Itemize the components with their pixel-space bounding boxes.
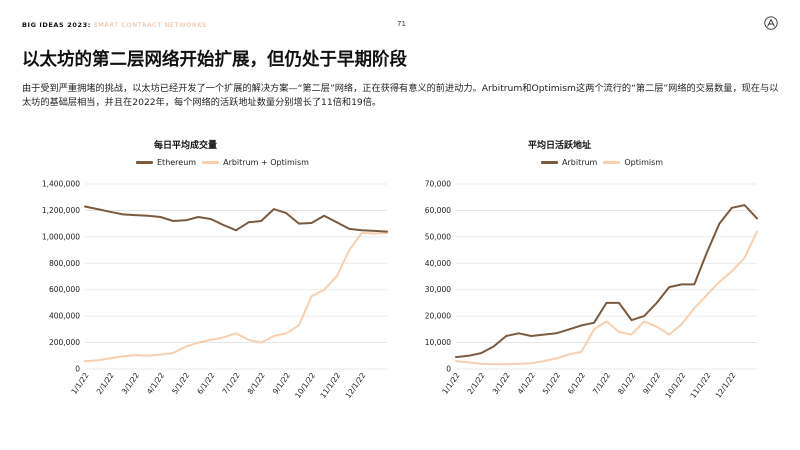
page-number: 71 (397, 20, 406, 28)
chart2-x-tick-label: 2/1/22 (466, 371, 487, 396)
chart2-legend: Arbitrum Optimism (541, 158, 663, 167)
chart1-x-tick-label: 6/1/22 (195, 371, 216, 396)
chart2-series-line (455, 204, 758, 359)
chart2-x-tick-label: 6/1/22 (566, 371, 587, 396)
legend-swatch-arbitrum (541, 161, 558, 164)
chart2-y-tick-label: 0 (446, 365, 451, 374)
chart2-title: 平均日活跃地址 (528, 141, 592, 151)
chart2-y-tick-label: 40,000 (425, 259, 451, 268)
chart2-x-tick-label: 1/1/22 (440, 371, 461, 396)
brand-text: BIG IDEAS 2023: (22, 21, 91, 29)
legend-label-arbitrum: Arbitrum (562, 158, 598, 167)
chart1-x-tick-label: 3/1/22 (120, 371, 141, 396)
chart2-y-tick-label: 50,000 (425, 232, 451, 241)
chart1-x-tick-label: 2/1/22 (95, 371, 116, 396)
chart2-x-tick-label: 9/1/22 (641, 371, 662, 396)
chart2-y-tick-label: 60,000 (425, 206, 451, 215)
chart1-x-tick-label: 1/1/22 (69, 371, 90, 396)
chart2-y-tick-label: 20,000 (425, 312, 451, 321)
chart2-y-tick-label: 30,000 (425, 285, 451, 294)
chart1-x-tick-label: 7/1/22 (220, 371, 241, 396)
legend-label-optimism: Optimism (624, 158, 664, 167)
chart1-x-tick-label: 12/1/22 (344, 371, 368, 400)
chart1-y-tick-label: 800,000 (49, 259, 80, 268)
chart2-x-tick-label: 5/1/22 (541, 371, 562, 396)
chart1-y-tick-label: 1,400,000 (42, 180, 80, 189)
chart1-y-tick-label: 0 (75, 365, 80, 374)
legend-label-arb-op: Arbitrum + Optimism (223, 158, 309, 167)
chart1-y-tick-label: 600,000 (49, 285, 80, 294)
chart2-x-tick-label: 3/1/22 (491, 371, 512, 396)
chart2-x-tick-label: 8/1/22 (616, 371, 637, 396)
section-text: SMART CONTRACT NETWORKS (93, 21, 207, 29)
chart1-legend: Ethereum Arbitrum + Optimism (136, 158, 309, 167)
legend-swatch-optimism (603, 161, 621, 164)
chart2-series-line (455, 230, 758, 366)
legend-swatch-arb-op (202, 161, 220, 164)
chart1-x-tick-label: 4/1/22 (145, 371, 166, 396)
header-brand: BIG IDEAS 2023: SMART CONTRACT NETWORKS (22, 21, 207, 29)
page-title: 以太坊的第二层网络开始扩展，但仍处于早期阶段 (22, 50, 407, 70)
chart1-x-tick-label: 10/1/22 (293, 371, 317, 400)
page-subtitle: 由于受到严重拥堵的挑战，以太坊已经开发了一个扩展的解决方案—“第二层”网络，正在… (22, 83, 779, 108)
chart1-x-tick-label: 5/1/22 (170, 371, 191, 396)
chart1-y-tick-label: 200,000 (49, 338, 80, 347)
chart2-x-tick-label: 7/1/22 (591, 371, 612, 396)
chart1-series-line (84, 231, 388, 363)
chart1-y-tick-label: 400,000 (49, 312, 80, 321)
legend-label-ethereum: Ethereum (157, 158, 197, 167)
chart1-y-tick-label: 1,000,000 (42, 232, 80, 241)
chart1-series-line (84, 205, 388, 233)
chart1-x-tick-label: 11/1/22 (318, 371, 342, 400)
chart2-y-tick-label: 10,000 (425, 338, 451, 347)
legend-swatch-ethereum (136, 161, 153, 164)
chart1-x-tick-label: 8/1/22 (246, 371, 267, 396)
chart2-y-tick-label: 70,000 (425, 180, 451, 189)
chart1-y-tick-label: 1,200,000 (42, 206, 80, 215)
chart2-x-tick-label: 4/1/22 (516, 371, 537, 396)
chart2-x-tick-label: 12/1/22 (714, 371, 738, 400)
chart1-x-tick-label: 9/1/22 (271, 371, 292, 396)
chart1-title: 每日平均成交量 (154, 141, 218, 151)
chart2-x-tick-label: 11/1/22 (689, 371, 713, 400)
chart2-x-tick-label: 10/1/22 (663, 371, 687, 400)
ark-logo-icon (764, 16, 778, 30)
